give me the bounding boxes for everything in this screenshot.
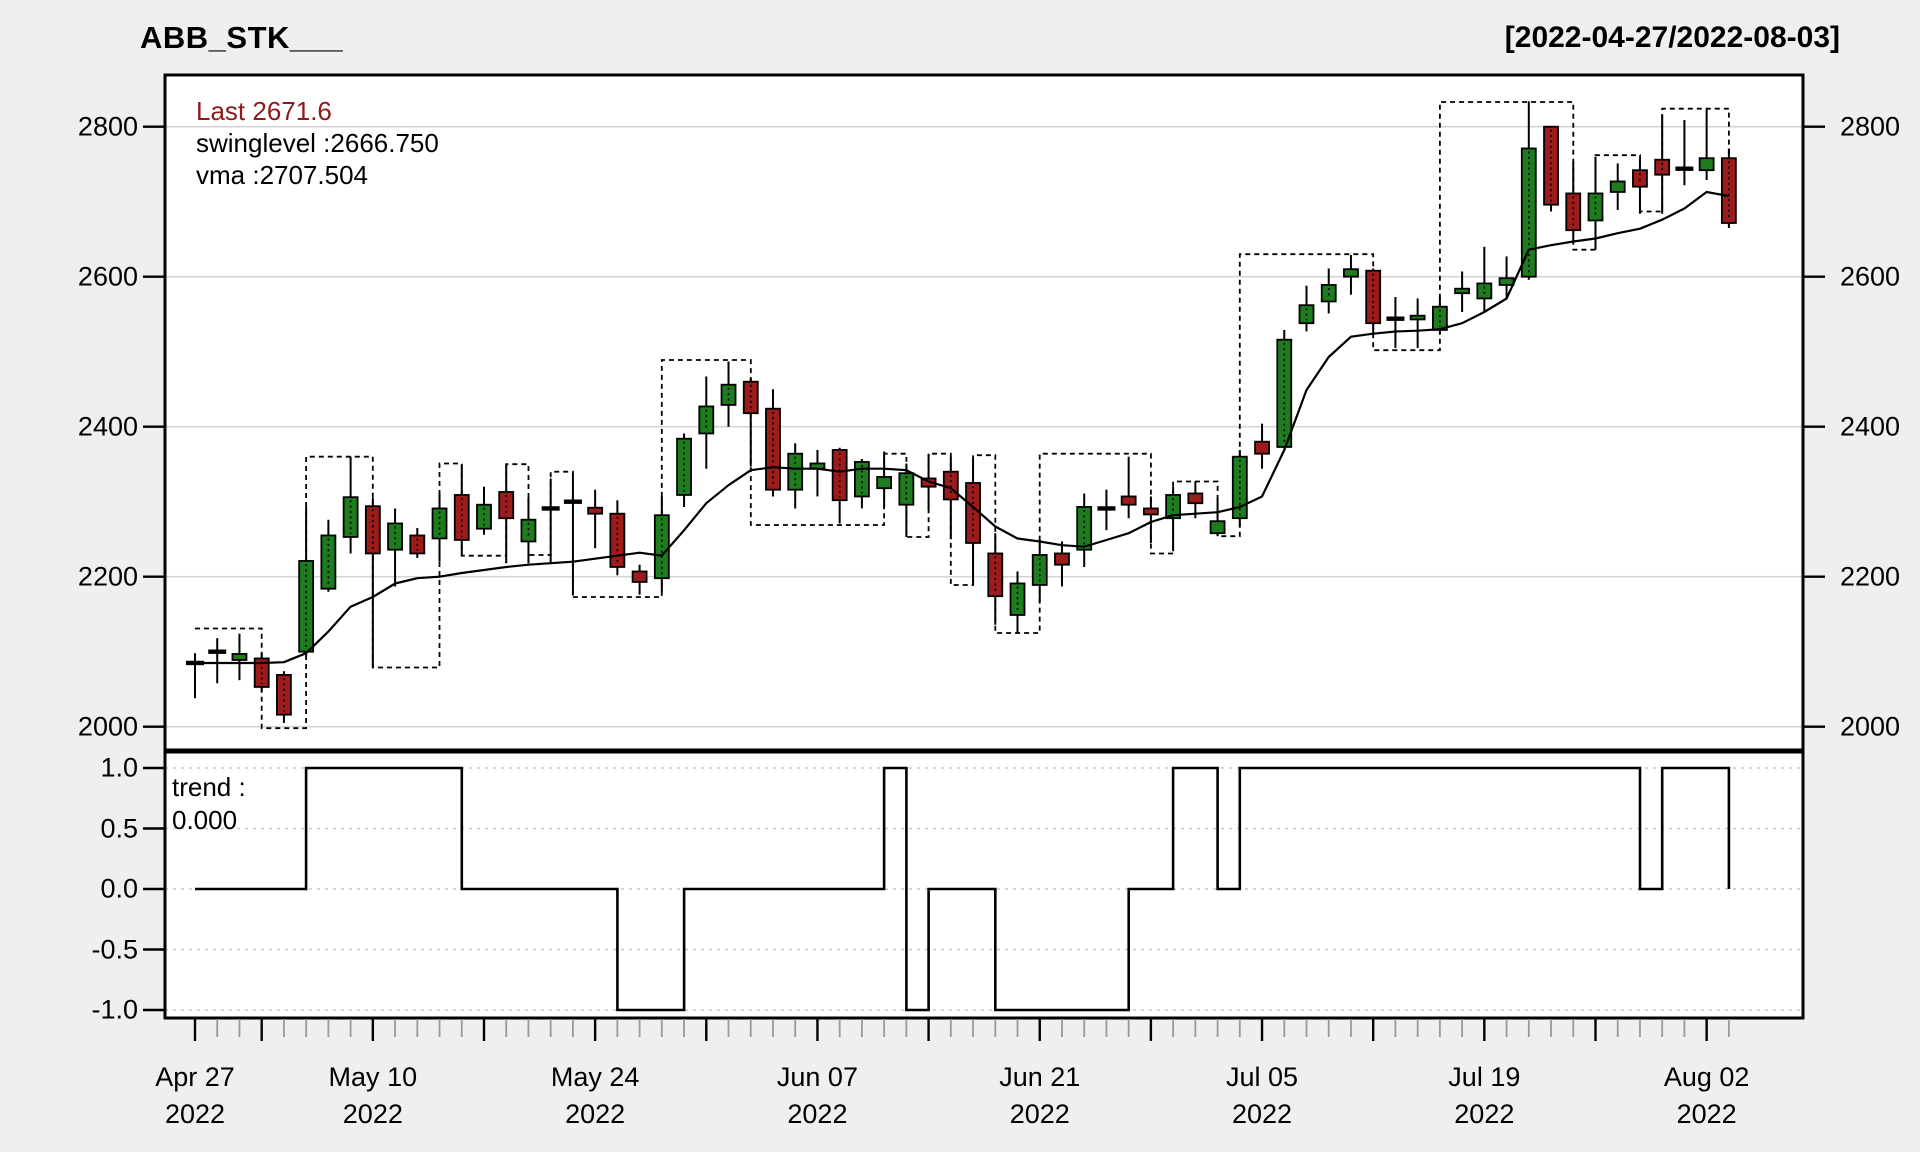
candle-body-down	[364, 505, 381, 555]
date-axis-label-month-day: Jul 05	[1226, 1062, 1299, 1092]
candle-body-down	[1254, 440, 1270, 455]
date-axis-label-month-day: Jul 19	[1448, 1062, 1521, 1092]
date-axis-label-year: 2022	[1676, 1099, 1737, 1129]
date-axis-label-month-day: Apr 27	[155, 1062, 235, 1092]
candle-body-down	[1720, 157, 1737, 224]
candle-body-down	[1632, 169, 1648, 188]
candle-body-up	[1698, 157, 1715, 172]
candle-body-up	[1454, 287, 1471, 295]
date-axis-label-month-day: Jun 07	[776, 1062, 858, 1092]
legend-vma: vma :2707.504	[196, 160, 369, 190]
date-range-label: [2022-04-27/2022-08-03]	[1504, 21, 1840, 54]
candle-body-up	[787, 452, 804, 491]
candle-body-up	[476, 503, 492, 530]
candle-doji-bar	[1386, 316, 1405, 321]
vma-line	[195, 190, 1730, 665]
candle-body-up	[1165, 494, 1182, 520]
date-axis-label-year: 2022	[1009, 1099, 1070, 1129]
trend-axis-label: 0.5	[100, 813, 138, 843]
candle-body-up	[676, 437, 692, 496]
candle-body-up	[1076, 506, 1093, 551]
date-axis-label-year: 2022	[164, 1099, 226, 1129]
candle-body-down	[609, 512, 626, 568]
candle-body-up	[1476, 282, 1493, 300]
date-axis-label-year: 2022	[1231, 1099, 1293, 1129]
date-axis-label-month-day: Jun 21	[999, 1062, 1081, 1092]
candle-body-down	[987, 552, 1004, 598]
trend-axis-label: 1.0	[100, 752, 138, 783]
candle-body-down	[498, 491, 515, 520]
trend-panel-background	[165, 752, 1803, 1018]
trend-step-path	[195, 766, 1731, 1012]
candle-body-up	[876, 476, 893, 490]
candle-body-up	[854, 461, 870, 498]
candle-body-down	[631, 570, 648, 583]
candle-body-up	[320, 534, 337, 590]
price-axis-label-left: 2000	[77, 711, 138, 742]
candle-doji-bar	[541, 506, 560, 511]
candle-body-up	[231, 653, 248, 661]
date-axis-label-year: 2022	[787, 1099, 848, 1129]
candle-doji-bar	[208, 649, 227, 654]
date-axis-label-month-day: May 10	[328, 1062, 418, 1092]
candle-body-up	[698, 405, 715, 435]
candle-body-up	[387, 522, 403, 551]
candle-body-down	[765, 407, 781, 491]
swing-box-dashed-overlay	[195, 101, 1730, 730]
candle-body-up	[1498, 277, 1515, 286]
price-axis-label-right: 2400	[1840, 411, 1901, 442]
price-axis-label-left: 2200	[77, 561, 138, 592]
candle-body-down	[1120, 495, 1137, 506]
price-axis-label-right: 2200	[1840, 561, 1901, 592]
candle-body-up	[1209, 520, 1226, 535]
candle-body-up	[1320, 284, 1337, 303]
candle-doji-bar	[1097, 506, 1116, 511]
chart-title: ABB_STK___	[140, 20, 344, 55]
legend-swinglevel: swinglevel :2666.750	[196, 128, 439, 158]
candle-body-up	[298, 560, 315, 653]
price-axis-label-right: 2800	[1840, 111, 1901, 142]
swing-levels-dashed-chain	[195, 101, 1730, 730]
panel-frames	[163, 73, 1805, 1020]
price-axis-label-left: 2800	[77, 111, 138, 142]
price-axis-label-right: 2000	[1840, 711, 1901, 742]
date-axis-label-year: 2022	[342, 1099, 403, 1129]
candle-body-down	[587, 506, 604, 515]
axis-ticks	[143, 125, 1825, 1041]
candle-body-up	[520, 518, 537, 543]
candle-body-down	[1187, 492, 1204, 505]
candle-body-down	[1054, 552, 1070, 566]
trend-legend-title: trend :	[172, 772, 246, 802]
candle-body-up	[1609, 180, 1626, 193]
candle-body-down	[453, 494, 470, 541]
trend-legend-value: 0.000	[172, 805, 238, 835]
trend-axis-label: -0.5	[91, 934, 138, 964]
trend-step-line	[195, 766, 1731, 1012]
date-axis-label-year: 2022	[565, 1099, 626, 1129]
candle-doji-bar	[563, 499, 582, 504]
candle-doji-bar	[1675, 166, 1694, 171]
price-axis-label-right: 2600	[1840, 261, 1901, 292]
trend-axis-label: 0.0	[100, 873, 138, 904]
price-axis-label-left: 2600	[77, 261, 138, 292]
date-axis-label-month-day: Aug 02	[1663, 1062, 1750, 1092]
candle-body-down	[1654, 158, 1671, 176]
candle-body-down	[1543, 125, 1559, 206]
date-axis-label-year: 2022	[1454, 1099, 1515, 1129]
price-axis-label-left: 2400	[77, 411, 138, 442]
candle-body-down	[1565, 192, 1582, 232]
vma-moving-average-line	[195, 190, 1730, 665]
date-axis-label-month-day: May 24	[550, 1062, 640, 1092]
candle-body-up	[1587, 192, 1604, 222]
candle-body-up	[1409, 314, 1426, 321]
candle-body-up	[1343, 268, 1359, 278]
candle-body-down	[1142, 507, 1159, 516]
legend-last-price: Last 2671.6	[196, 96, 332, 126]
trend-axis-label: -1.0	[91, 994, 138, 1025]
